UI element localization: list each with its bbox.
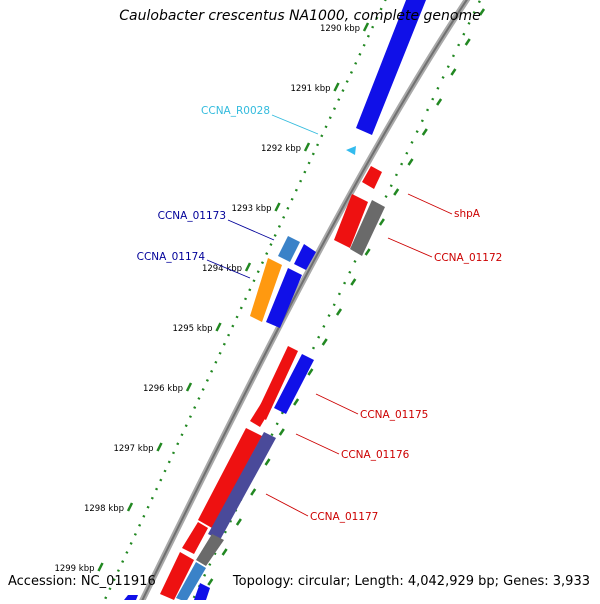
forward-cds-arrow[interactable] [294, 244, 316, 270]
kbp-tick-mark [126, 502, 134, 512]
minor-tick-mark [307, 368, 314, 376]
kbp-tick-labels: 1290 kbp 1291 kbp 1292 kbp 1293 kbp 1294 kbp… [54, 24, 360, 574]
minor-tick-mark [378, 218, 385, 226]
slate-feature[interactable] [208, 432, 276, 540]
kbp-tick-label: 1297 kbp [113, 444, 153, 454]
label-leader-line [315, 393, 359, 415]
minor-tick-mark [436, 98, 443, 106]
label-leader-line [265, 493, 309, 517]
kbp-tick-mark [274, 202, 281, 212]
kbp-tick-mark [333, 82, 340, 92]
reverse-cds-arrow[interactable] [182, 522, 208, 554]
kbp-tick-label: 1296 kbp [143, 384, 183, 394]
minor-tick-mark [421, 128, 428, 136]
kbp-tick-mark [303, 142, 311, 152]
label-leader-line [206, 259, 251, 279]
forward-cds-arrow[interactable] [124, 595, 138, 600]
minor-tick-mark [207, 578, 214, 586]
kbp-tick-label: 1298 kbp [84, 504, 124, 514]
minor-tick-mark [350, 278, 357, 286]
forward-cds-arrow[interactable] [194, 583, 210, 600]
kbp-tick-mark [244, 262, 252, 272]
forward-cds-arrow[interactable] [266, 268, 302, 328]
genome-backbone [137, 0, 471, 604]
minor-tick-mark [235, 518, 242, 526]
feature-labels: CCNA_R0028 CCNA_01173 CCNA_01174 shpA CCNA_0… [137, 105, 503, 523]
reverse-cds-arrow[interactable] [250, 402, 272, 427]
gray-feature[interactable] [350, 200, 385, 256]
forward-cds-arrow[interactable] [356, 0, 428, 135]
label-leader-line [227, 219, 275, 241]
accession-text: Accession: NC_011916 [8, 574, 156, 589]
feature-label[interactable]: CCNA_01176 [341, 449, 410, 461]
kbp-tick-label: 1295 kbp [172, 324, 212, 334]
reverse-cds-arrow[interactable] [160, 552, 194, 600]
kbp-tick-mark [156, 442, 163, 452]
kbp-tick-mark [215, 322, 222, 332]
label-leader-line [295, 433, 340, 455]
label-leader-line [387, 237, 433, 258]
gray-feature[interactable] [196, 534, 224, 566]
minor-tick-mark [464, 38, 471, 46]
minor-tick-mark [278, 428, 285, 436]
minor-tick-mark [321, 338, 328, 346]
minor-tick-mark [364, 248, 371, 256]
reverse-cds-arrow[interactable] [256, 346, 298, 420]
rna-arrow[interactable] [346, 146, 356, 155]
minor-tick-mark [221, 548, 228, 556]
reverse-cds-arrow[interactable] [334, 194, 368, 248]
feature-label[interactable]: CCNA_01173 [158, 210, 226, 222]
minor-tick-mark [264, 458, 271, 466]
minor-tick-mark [393, 188, 400, 196]
reverse-cds-arrow[interactable] [198, 428, 262, 528]
genome-summary-text: Topology: circular; Length: 4,042,929 bp… [232, 574, 590, 589]
feature-label[interactable]: CCNA_01177 [310, 511, 378, 523]
kbp-tick-label: 1292 kbp [261, 144, 301, 154]
steelblue-feature[interactable] [176, 562, 206, 602]
kbp-tick-label: 1290 kbp [320, 24, 360, 34]
minor-tick-mark [335, 308, 343, 316]
kbp-tick-mark [185, 382, 193, 392]
feature-label[interactable]: CCNA_R0028 [201, 105, 270, 117]
label-leader-line [407, 193, 453, 215]
kbp-tick-label: 1294 kbp [202, 264, 242, 274]
kbp-tick-mark [362, 22, 370, 32]
kbp-tick-label: 1293 kbp [231, 204, 271, 214]
feature-label[interactable]: CCNA_01175 [360, 409, 428, 421]
feature-label[interactable]: CCNA_01172 [434, 252, 502, 264]
minor-tick-mark [407, 158, 414, 166]
feature-label[interactable]: shpA [454, 208, 481, 220]
kbp-tick-mark [97, 562, 104, 572]
forward-cds-arrow[interactable] [274, 354, 314, 414]
map-title: Caulobacter crescentus NA1000, complete … [119, 8, 481, 24]
feature-label[interactable]: CCNA_01174 [137, 251, 206, 263]
reverse-cds-arrow-shpA[interactable] [362, 166, 382, 189]
kbp-tick-label: 1291 kbp [290, 84, 330, 94]
feature-track [124, 0, 428, 602]
label-leader-line [271, 114, 319, 135]
kbp-tick-label: 1299 kbp [54, 564, 94, 574]
minor-tick-mark [450, 68, 457, 76]
kbp-tick-marks [97, 8, 486, 586]
orange-feature[interactable] [250, 258, 282, 322]
minor-tick-mark [478, 8, 486, 16]
steelblue-feature[interactable] [278, 236, 300, 262]
outer-dotted-track [101, 0, 387, 604]
minor-tick-mark [293, 398, 300, 406]
minor-tick-mark [250, 488, 257, 496]
